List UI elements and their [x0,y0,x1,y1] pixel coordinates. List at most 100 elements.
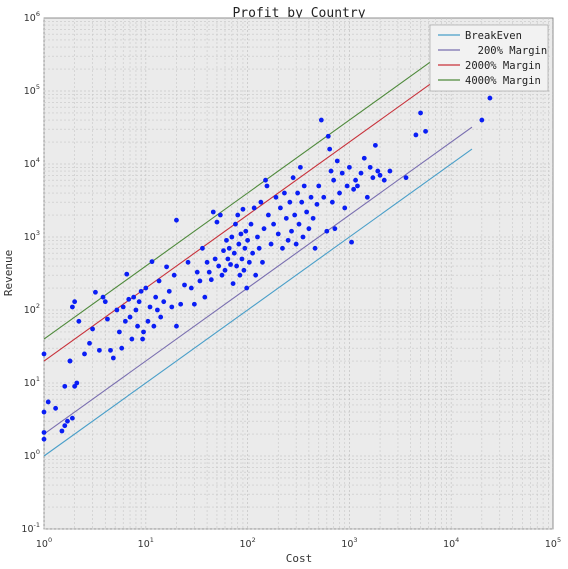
reference-lines [43,61,473,457]
scatter-point [361,155,367,161]
scatter-point [204,259,210,265]
scatter-point [174,323,179,329]
scatter-point [293,241,299,247]
series-line-1 [43,126,473,435]
scatter-point [93,289,98,295]
scatter-point [225,256,231,262]
scatter-point [200,245,205,251]
scatter-point [328,168,334,174]
scatter-point [82,351,87,357]
scatter-point [351,186,357,192]
scatter-point [76,318,82,324]
scatter-point [62,423,68,429]
scatter-point [231,250,237,256]
scatter-point [258,199,264,205]
scatter-point [124,271,130,277]
scatter-point [67,358,73,364]
scatter-point [243,228,249,234]
scatter-point [329,199,335,205]
scatter-point [161,299,167,305]
chart-title: Profit by Country [232,6,365,21]
scatter-point [147,304,153,310]
scatter-point [65,418,70,424]
scatter-point [334,158,340,164]
series-line-2 [43,82,432,362]
scatter-point [271,221,276,227]
scatter-point [133,307,139,313]
y-tick-label: 10-1 [21,521,40,535]
scatter-point [413,132,419,138]
scatter-point [325,133,331,139]
scatter-point [191,301,197,307]
scatter-point [337,190,342,196]
scatter-point [216,263,222,269]
scatter-point [158,314,164,320]
x-tick-label: 105 [545,536,561,550]
scatter-point [131,294,137,300]
y-tick-label: 102 [24,302,40,316]
scatter-point [154,307,160,313]
scatter-point [129,336,135,342]
y-tick-label: 101 [24,375,40,389]
scatter-point [299,199,305,205]
scatter-point [301,183,307,189]
scatter-point [41,351,47,357]
scatter-point [182,282,187,288]
scatter-point [297,164,303,170]
scatter-point [339,170,345,176]
scatter-point [41,436,47,442]
scatter-point [358,170,364,176]
scatter-point [387,168,393,174]
x-tick-label: 103 [341,536,357,550]
scatter-point [241,267,247,273]
scatter-point [145,318,151,324]
scatter-point [263,177,268,183]
scatter-point [300,234,306,240]
x-tick-label: 104 [443,536,459,550]
scatter-point [310,215,316,221]
scatter-point [169,304,175,310]
scatter-point [110,355,116,361]
scatter-point [238,231,244,237]
scatter-point [364,194,370,200]
scatter-point [321,194,327,200]
scatter-point [90,326,95,332]
scatter-point [377,172,383,178]
scatter-point [256,245,262,251]
scatter-point [268,241,274,247]
scatter-point [233,221,238,227]
scatter-point [194,269,200,275]
scatter-point [72,383,78,389]
x-tick-label: 101 [138,536,154,550]
scatter-point [372,142,378,148]
scatter-point [69,304,75,310]
scatter-point [188,285,194,291]
axis-ticks: 100 101 102 103 104 10510-1100101102103104105… [21,10,561,550]
scatter-point [127,314,133,320]
scatter-point [62,383,68,389]
scatter-point [166,288,172,294]
scatter-point [316,183,322,189]
scatter-point [140,336,145,342]
scatter-point [53,405,58,411]
scatter-point [221,248,226,254]
scatter-point [210,209,216,215]
scatter-point [250,250,256,256]
scatter-point [219,272,225,278]
scatter-point [245,237,251,243]
scatter-point [100,294,106,300]
scatter-point [136,299,142,305]
scatter-point [324,228,330,234]
scatter-point [114,307,120,313]
scatter-point [282,190,287,196]
scatter-point [292,212,298,218]
scatter-point [349,239,354,245]
scatter-point [151,323,157,329]
scatter-point [287,199,293,205]
scatter-point [135,323,140,329]
scatter-point [344,183,350,189]
scatter-point [87,340,92,346]
scatter-point [403,175,409,181]
scatter-point [138,288,144,294]
